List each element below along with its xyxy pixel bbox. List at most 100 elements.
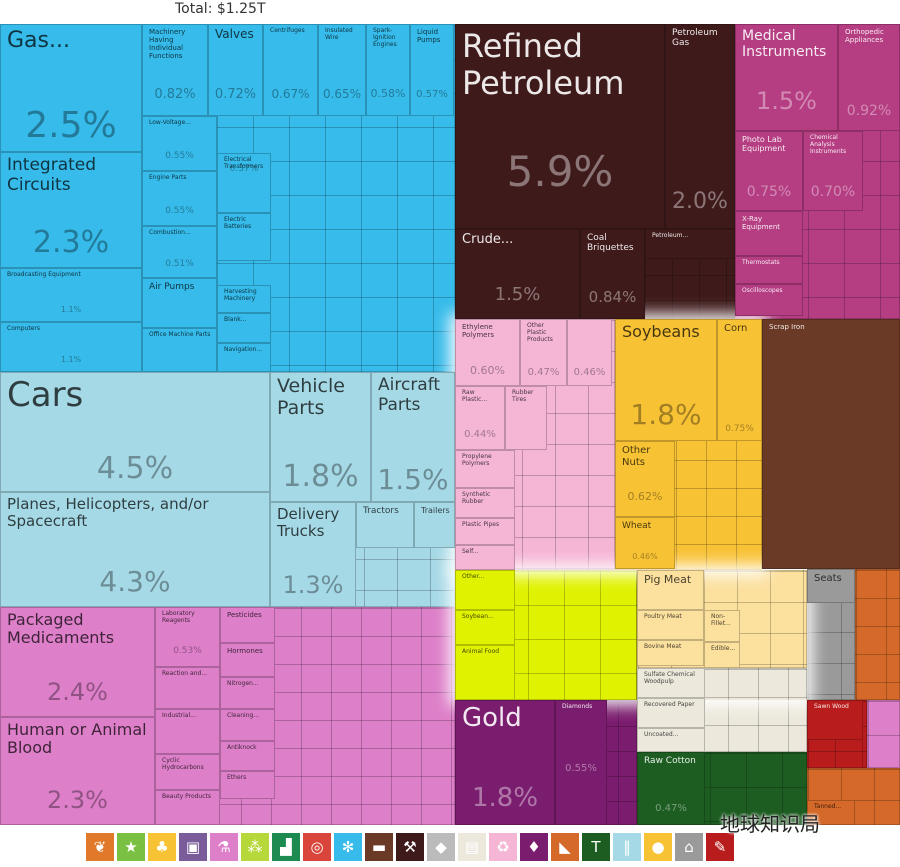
treemap-tile[interactable]: Animal Food — [455, 645, 515, 700]
treemap-tile[interactable]: Gas... 2.5% — [0, 24, 142, 152]
treemap-tile[interactable]: Petroleum... — [645, 229, 735, 259]
wheat-icon[interactable]: ⁂ — [241, 833, 269, 861]
treemap-tile[interactable]: Oscilloscopes — [735, 284, 803, 316]
treemap-tile[interactable]: Reaction and... — [155, 667, 220, 709]
treemap-tile[interactable]: Wheat 0.46% — [615, 517, 675, 569]
treemap-tile[interactable]: Electrical Transformers 0.37% — [217, 153, 271, 213]
treemap-tile[interactable]: Orthopedic Appliances 0.92% — [838, 24, 900, 131]
treemap-tile[interactable]: Crude... 1.5% — [455, 229, 580, 319]
treemap-tile[interactable]: Refined Petroleum 5.9% — [455, 24, 665, 229]
treemap-tile[interactable]: Bovine Meat — [637, 640, 704, 666]
gem-icon[interactable]: ♦ — [520, 833, 548, 861]
box-icon[interactable]: ◆ — [427, 833, 455, 861]
gears-icon[interactable]: ✻ — [334, 833, 362, 861]
treemap-tile[interactable]: Centrifuges 0.67% — [263, 24, 318, 116]
treemap-tile[interactable]: Low-Voltage... 0.55% — [142, 116, 217, 171]
treemap-tile[interactable]: 0.46% — [567, 319, 612, 386]
treemap-tile[interactable]: Air Pumps — [142, 278, 217, 328]
shirt-icon[interactable]: T — [582, 833, 610, 861]
treemap-tile[interactable]: Spark-Ignition Engines 0.58% — [366, 24, 410, 116]
pickaxe-icon[interactable]: ⚒ — [396, 833, 424, 861]
flask-icon[interactable]: ⚗ — [210, 833, 238, 861]
paper-icon[interactable]: ▤ — [458, 833, 486, 861]
vegetable-icon[interactable]: ♣ — [148, 833, 176, 861]
treemap-tile[interactable]: Other Nuts 0.62% — [615, 441, 675, 517]
treemap-tile[interactable]: Non-Fillet... — [704, 610, 740, 642]
treemap-tile[interactable]: Engine Parts 0.55% — [142, 171, 217, 226]
treemap-tile[interactable]: Packaged Medicaments 2.4% — [0, 607, 155, 717]
treemap-tile[interactable]: Coal Briquettes 0.84% — [580, 229, 645, 319]
treemap-tile[interactable]: Uncoated... — [637, 728, 705, 752]
treemap-tile[interactable]: Scrap Iron — [762, 319, 900, 569]
treemap-tile[interactable]: Cleaning... — [220, 709, 275, 741]
treemap-tile[interactable]: Cyclic Hydrocarbons — [155, 754, 220, 790]
star-icon[interactable]: ★ — [117, 833, 145, 861]
treemap-tile[interactable]: Planes, Helicopters, and/or Spacecraft 4.… — [0, 492, 270, 607]
road-icon[interactable]: ‖ — [613, 833, 641, 861]
treemap-tile[interactable]: Thermostats — [735, 256, 803, 284]
treemap-tile[interactable]: Tractors — [356, 502, 414, 548]
treemap-tile[interactable]: Nitrogen... — [220, 677, 275, 709]
treemap-tile[interactable]: Combustion... 0.51% — [142, 226, 217, 278]
animal-products-icon[interactable]: ❦ — [86, 833, 114, 861]
wrench-icon[interactable]: ✎ — [706, 833, 734, 861]
treemap-tile[interactable]: Laboratory Reagents 0.53% — [155, 607, 220, 667]
treemap-tile[interactable]: Soybeans 1.8% — [615, 319, 717, 441]
treemap-tile[interactable]: Raw Cotton 0.47% — [637, 752, 705, 825]
treemap-tile[interactable]: Self... — [455, 545, 515, 570]
treemap-tile[interactable]: Trailers — [414, 502, 455, 548]
treemap-tile[interactable]: Ethers — [220, 771, 275, 799]
treemap-tile[interactable]: Chemical Analysis Instruments 0.70% — [803, 131, 863, 211]
treemap-tile[interactable]: Cars 4.5% — [0, 372, 270, 492]
treemap-tile[interactable]: Delivery Trucks 1.3% — [270, 502, 356, 607]
treemap-tile[interactable]: Other... — [455, 570, 515, 610]
boot-icon[interactable]: ◣ — [551, 833, 579, 861]
treemap-tile[interactable]: X-Ray Equipment — [735, 211, 803, 256]
treemap-tile[interactable]: Aircraft Parts 1.5% — [371, 372, 455, 502]
fruit-icon[interactable]: ● — [644, 833, 672, 861]
treemap-tile[interactable]: Computers 1.1% — [0, 322, 142, 372]
treemap-tile[interactable]: Insulated Wire 0.65% — [318, 24, 366, 116]
treemap-tile[interactable]: Antiknock — [220, 741, 275, 771]
treemap-tile[interactable]: Raw Plastic... 0.44% — [455, 386, 505, 450]
anvil-icon[interactable]: ▬ — [365, 833, 393, 861]
treemap-tile[interactable]: Plastic Pipes — [455, 518, 515, 545]
treemap-tile[interactable]: Ethylene Polymers 0.60% — [455, 319, 520, 386]
treemap-tile[interactable]: Corn 0.75% — [717, 319, 762, 441]
treemap-tile[interactable]: Office Machine Parts — [142, 328, 217, 372]
treemap-tile[interactable]: Other Plastic Products 0.47% — [520, 319, 567, 386]
treemap-tile[interactable]: Pig Meat — [637, 570, 704, 610]
target-icon[interactable]: ◎ — [303, 833, 331, 861]
treemap-tile[interactable]: Synthetic Rubber — [455, 488, 515, 518]
treemap-tile[interactable]: Liquid Pumps 0.57% — [410, 24, 454, 116]
treemap-tile[interactable]: Petroleum Gas 2.0% — [665, 24, 735, 229]
treemap-tile[interactable]: Propylene Polymers — [455, 450, 515, 488]
treemap-tile[interactable]: Sawn Wood — [807, 700, 863, 740]
treemap-tile[interactable]: Sulfate Chemical Woodpulp — [637, 668, 705, 698]
treemap-tile[interactable]: Tanned... — [807, 800, 855, 825]
treemap-tile[interactable]: Human or Animal Blood 2.3% — [0, 717, 155, 825]
treemap-tile[interactable]: Vehicle Parts 1.8% — [270, 372, 371, 502]
treemap-tile[interactable]: Integrated Circuits 2.3% — [0, 152, 142, 268]
treemap-tile[interactable]: Photo Lab Equipment 0.75% — [735, 131, 803, 211]
treemap-tile[interactable]: Harvesting Machinery — [217, 285, 271, 313]
treemap-tile[interactable]: Pesticides — [220, 607, 275, 643]
treemap-tile[interactable]: Seats — [807, 569, 855, 603]
frame-icon[interactable]: ▣ — [179, 833, 207, 861]
recycle-icon[interactable]: ♻ — [489, 833, 517, 861]
building-icon[interactable]: ⌂ — [675, 833, 703, 861]
treemap-tile[interactable]: Industrial... — [155, 709, 220, 754]
treemap-tile[interactable]: Navigation... — [217, 343, 271, 372]
shoe-icon[interactable]: ▟ — [272, 833, 300, 861]
treemap-tile[interactable]: Rubber Tires — [505, 386, 547, 450]
treemap-tile[interactable]: Medical Instruments 1.5% — [735, 24, 838, 131]
treemap-tile[interactable]: Valves 0.72% — [208, 24, 263, 116]
treemap-tile[interactable]: Diamonds 0.55% — [555, 700, 607, 825]
treemap-tile[interactable]: Machinery Having Individual Functions 0.8… — [142, 24, 208, 116]
treemap-tile[interactable]: Recovered Paper — [637, 698, 705, 728]
treemap-tile[interactable]: Broadcasting Equipment 1.1% — [0, 268, 142, 322]
treemap-tile[interactable]: Edible... — [704, 642, 740, 668]
treemap-tile[interactable]: Soybean... — [455, 610, 515, 645]
treemap-tile[interactable]: Electric Batteries — [217, 213, 271, 261]
treemap-tile[interactable]: Blank... — [217, 313, 271, 343]
